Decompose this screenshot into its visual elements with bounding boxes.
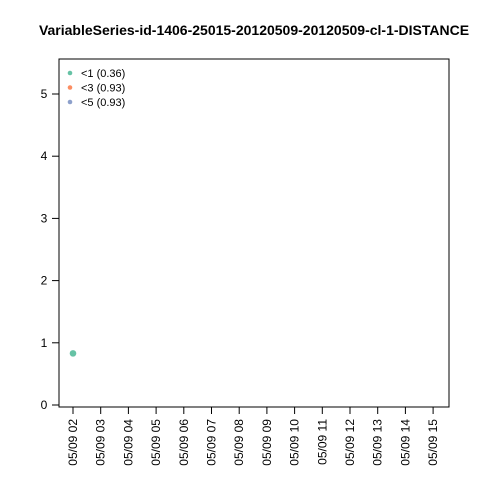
plot-frame <box>58 58 450 408</box>
x-tick-label: 05/09 15 <box>426 419 440 466</box>
x-tick-label: 05/09 10 <box>288 419 302 466</box>
y-axis: 0 1 2 3 4 5 <box>41 87 60 412</box>
x-tick-label: 05/09 02 <box>66 419 80 466</box>
x-tick-label: 05/09 09 <box>260 419 274 466</box>
y-tick-label: 4 <box>41 149 48 163</box>
x-tick-label: 05/09 08 <box>232 419 246 466</box>
legend-marker <box>67 85 73 90</box>
legend: <1 (0.36) <3 (0.93) <5 (0.93) <box>67 68 125 109</box>
chart-title: VariableSeries-id-1406-25015-20120509-20… <box>39 22 469 38</box>
x-tick-label: 05/09 12 <box>343 419 357 466</box>
y-tick-label: 3 <box>41 211 48 225</box>
legend-label: <1 (0.36) <box>81 68 125 80</box>
x-tick-label: 05/09 04 <box>121 419 135 466</box>
x-tick-label: 05/09 07 <box>205 419 219 466</box>
legend-marker <box>67 70 73 76</box>
y-tick-label: 2 <box>41 274 48 288</box>
x-tick-label: 05/09 05 <box>149 419 163 466</box>
y-tick-label: 0 <box>41 398 48 412</box>
x-tick-label: 05/09 11 <box>315 419 329 465</box>
x-tick-label: 05/09 06 <box>177 419 191 466</box>
y-tick-label: 1 <box>41 336 48 350</box>
legend-marker <box>67 99 73 105</box>
x-tick-label: 05/09 14 <box>398 419 412 466</box>
legend-label: <5 (0.93) <box>81 97 125 109</box>
x-tick-label: 05/09 03 <box>94 419 108 466</box>
x-axis: 05/09 02 05/09 03 05/09 04 05/09 05 05/09 06… <box>66 406 440 466</box>
x-tick-label: 05/09 13 <box>371 419 385 466</box>
y-tick-label: 5 <box>41 87 48 101</box>
data-point <box>69 350 77 357</box>
data-points <box>69 350 77 357</box>
legend-label: <3 (0.93) <box>81 83 125 95</box>
